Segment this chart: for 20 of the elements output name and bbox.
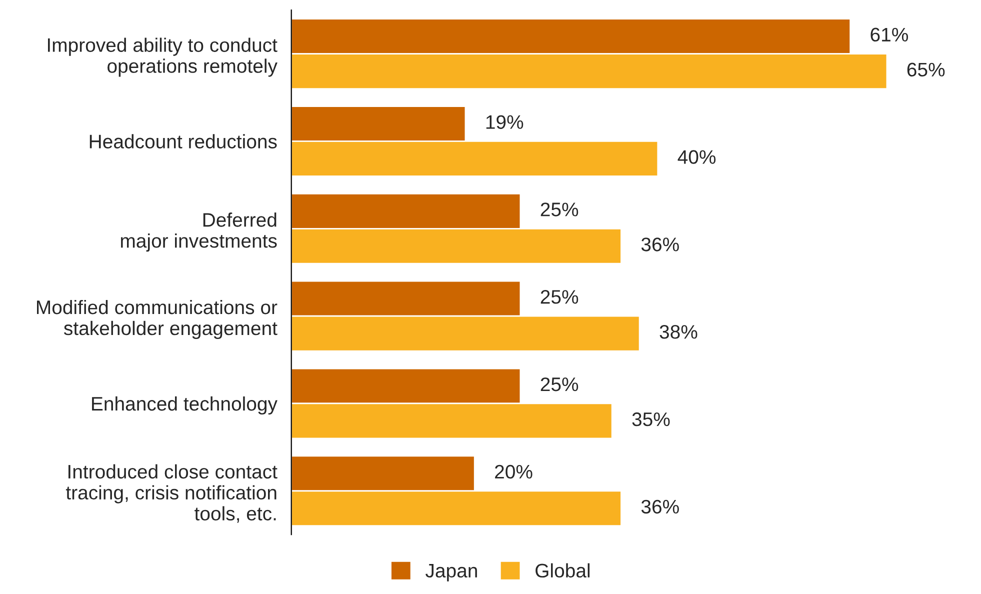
data-label: 61% <box>870 28 908 42</box>
data-label: 65% <box>907 62 945 77</box>
data-label: 20% <box>495 464 532 479</box>
legend-label: Global <box>536 563 590 578</box>
data-label: 25% <box>540 377 578 392</box>
legend-label: Japan <box>426 564 477 582</box>
data-label: 38% <box>660 324 698 339</box>
y-tick-label: Headcount reductions <box>90 134 277 148</box>
data-label: 40% <box>678 150 716 164</box>
data-label: 25% <box>540 202 578 216</box>
data-label: 19% <box>486 115 524 129</box>
y-tick-label: Deferred major investments <box>121 212 277 252</box>
y-tick-label: Modified communications or stakeholder engagement <box>37 300 278 340</box>
data-label: 25% <box>540 290 578 304</box>
y-tick-label: Improved ability to conduct operations remotely <box>48 38 278 77</box>
y-tick-label: Enhanced technology <box>92 396 278 415</box>
data-label: 35% <box>632 412 670 426</box>
data-label: 36% <box>641 500 679 514</box>
y-tick-label: Introduced close contact tracing, crisis notification tools, etc. <box>66 464 278 523</box>
data-label: 36% <box>641 238 679 252</box>
